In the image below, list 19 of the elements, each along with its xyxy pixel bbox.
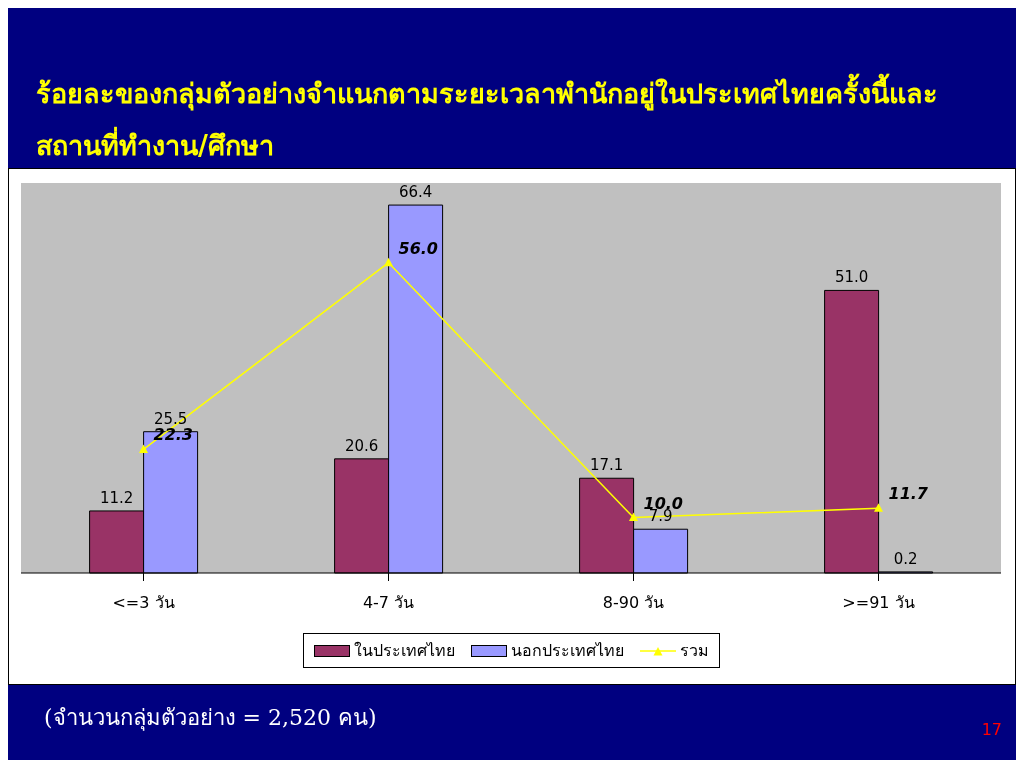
x-tick-label: <=3 วัน <box>112 593 175 613</box>
x-tick-label: 8-90 วัน <box>602 593 665 613</box>
x-tick-label: >=91 วัน <box>842 593 915 613</box>
data-label: 25.5 <box>153 409 188 428</box>
data-label: 11.7 <box>888 484 929 504</box>
data-label: 0.2 <box>893 549 918 568</box>
x-tick-label: 4-7 วัน <box>362 593 415 613</box>
legend-label: รวม <box>678 640 709 662</box>
data-label: 66.4 <box>398 183 433 202</box>
legend-label: นอกประเทศไทย <box>509 640 624 662</box>
data-label: 56.0 <box>398 238 438 258</box>
data-label: 51.0 <box>834 268 869 287</box>
data-label: 17.1 <box>589 456 624 475</box>
data-label: 20.6 <box>344 436 379 455</box>
data-label: 11.2 <box>99 488 134 507</box>
text: (จำนวนกลุ่มตัวอย่าง = 2,520 คน) <box>44 704 377 733</box>
text: 17 <box>981 720 1002 739</box>
legend-label: ในประเทศไทย <box>352 640 455 662</box>
chart-title: ร้อยละของกลุ่มตัวอย่างจำแนกตามระยะเวลาพำนักอยู่ในประเทศไทยครั้งนี้และสถานที่ทำงาน/ศึกษา <box>36 72 939 163</box>
